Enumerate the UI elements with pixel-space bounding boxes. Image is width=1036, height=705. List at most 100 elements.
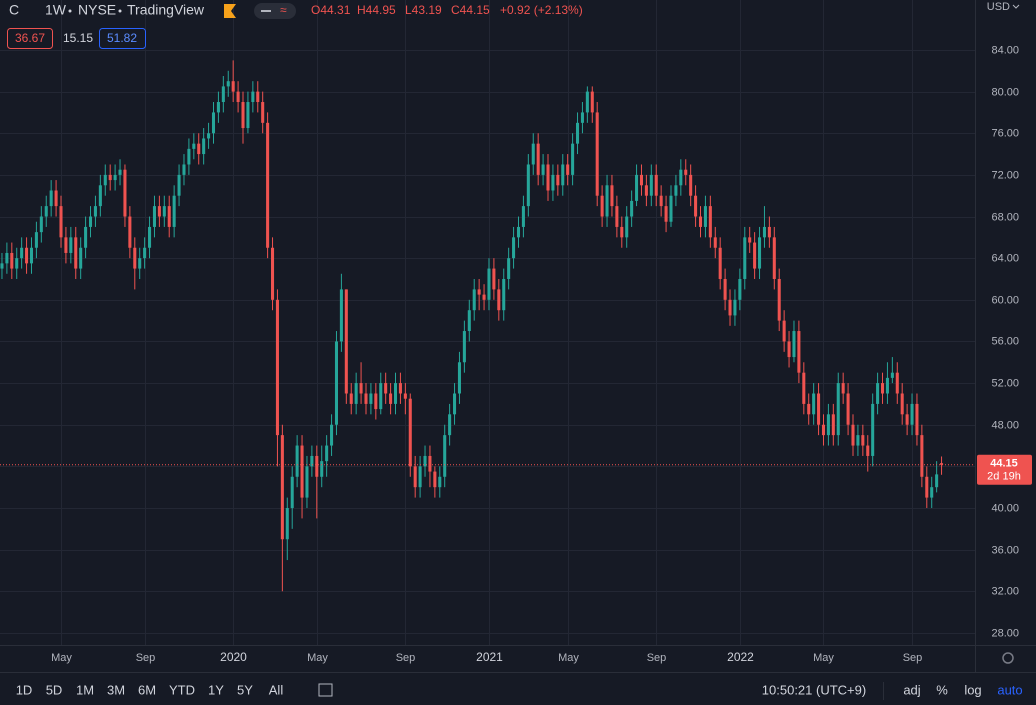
candle-body: [733, 299, 737, 316]
countdown-label: 2d 19h: [987, 471, 1021, 483]
candle-body: [935, 474, 939, 488]
candle-body: [143, 247, 147, 259]
x-tick-label: May: [813, 652, 834, 664]
settings-icon[interactable]: [1002, 652, 1014, 664]
legend-low: L43.19: [405, 3, 442, 17]
x-tick-label: Sep: [136, 652, 156, 664]
x-tick-label: Sep: [647, 652, 667, 664]
candle-body: [812, 393, 816, 415]
candle-body: [88, 216, 93, 227]
candle-body: [472, 289, 476, 311]
candle-body: [98, 185, 102, 207]
candle-body: [605, 185, 609, 217]
period-button[interactable]: YTD: [169, 682, 195, 697]
candle-body: [512, 237, 516, 259]
period-button[interactable]: 6M: [138, 682, 156, 697]
candle-body: [310, 455, 314, 467]
y-tick-label: 36.00: [991, 544, 1019, 556]
period-button[interactable]: 1D: [16, 682, 33, 697]
candle-body: [295, 445, 299, 477]
x-tick-label: May: [558, 652, 579, 664]
minus-icon: [261, 10, 271, 12]
candle-body: [871, 403, 875, 456]
x-tick-label: May: [307, 652, 328, 664]
candle-body: [192, 143, 196, 149]
candle-body: [462, 331, 466, 363]
flag-icon[interactable]: [224, 4, 236, 18]
candle-body: [133, 247, 137, 269]
y-tick-label: 40.00: [991, 502, 1019, 514]
candle-body: [694, 195, 698, 217]
candle-body: [615, 206, 619, 227]
candle-body: [590, 91, 594, 113]
candle-body: [571, 143, 575, 175]
candle-body: [108, 174, 112, 181]
indicator-value: 36.67: [15, 31, 45, 45]
symbol[interactable]: C: [9, 2, 19, 18]
candle-body: [418, 466, 422, 488]
candle-body: [792, 331, 796, 358]
candle-body: [93, 206, 97, 217]
scale-option[interactable]: %: [936, 682, 948, 697]
candle-body: [531, 143, 535, 165]
candle-body: [703, 206, 707, 227]
candles: [0, 60, 944, 592]
candle-body: [59, 206, 63, 238]
scale-option[interactable]: adj: [903, 682, 920, 697]
period-button[interactable]: 5Y: [237, 682, 253, 697]
candle-body: [54, 190, 58, 207]
candle-body: [315, 455, 319, 477]
period-button[interactable]: 1Y: [208, 682, 224, 697]
candle-body: [762, 226, 766, 238]
scale-option[interactable]: auto: [997, 682, 1022, 697]
candle-body: [797, 331, 801, 373]
y-tick-label: 60.00: [991, 294, 1019, 306]
candle-body: [900, 393, 904, 415]
candle-body: [748, 237, 752, 243]
candle-body: [561, 164, 565, 186]
candle-body: [654, 174, 658, 196]
last-price-box: [977, 454, 1032, 485]
x-tick-label: Sep: [903, 652, 923, 664]
candle-body: [453, 393, 457, 415]
candle-body: [457, 362, 461, 394]
candle-body: [20, 247, 24, 259]
interval[interactable]: 1W: [45, 2, 67, 18]
candle-body: [271, 247, 275, 300]
candle-body: [197, 143, 201, 155]
candle-body: [507, 258, 511, 279]
candle-body: [280, 435, 284, 540]
candle-body: [635, 174, 639, 201]
candle-body: [49, 190, 53, 207]
period-button[interactable]: 1M: [76, 682, 94, 697]
candle-body: [216, 102, 220, 113]
candle-body: [5, 252, 9, 264]
date-range-icon[interactable]: [318, 683, 333, 697]
period-button[interactable]: All: [269, 682, 284, 697]
candle-body: [246, 102, 250, 129]
candle-body: [708, 206, 712, 238]
period-button[interactable]: 5D: [46, 682, 63, 697]
candle-body: [207, 133, 211, 139]
candle-body: [890, 372, 894, 378]
currency[interactable]: USD: [987, 1, 1010, 13]
candle-body: [856, 435, 860, 446]
period-button[interactable]: 3M: [107, 682, 125, 697]
candle-body: [880, 383, 885, 394]
candle-body: [826, 414, 830, 436]
candle-body: [895, 372, 899, 394]
candle-body: [580, 112, 584, 123]
scale-option[interactable]: log: [964, 682, 981, 697]
clock[interactable]: 10:50:21 (UTC+9): [762, 682, 866, 697]
candle-body: [79, 247, 83, 269]
candle-body: [777, 278, 781, 321]
candle-body: [443, 435, 447, 477]
wave-icon: ≈: [280, 3, 287, 17]
indicator-box[interactable]: [99, 28, 146, 49]
candle-body: [364, 393, 368, 404]
visibility-toggle[interactable]: [254, 3, 296, 19]
indicator-box[interactable]: [7, 28, 53, 49]
toolbar: 1D 5D 1M 3M 6M YTD 1Y 5Y All adj% log auto: [16, 682, 1023, 697]
